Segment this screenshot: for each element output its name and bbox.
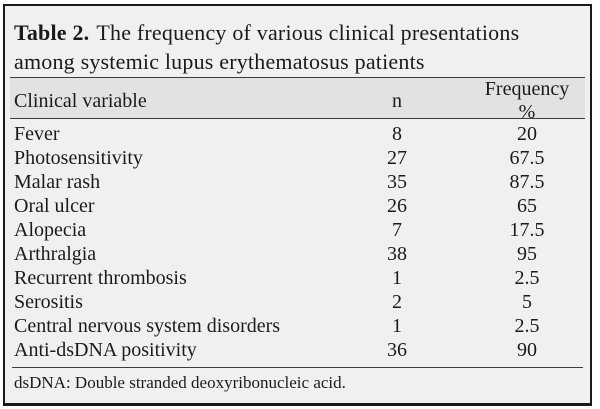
table-title-line2: among systemic lupus erythematosus patie…: [14, 49, 425, 74]
cell-frequency: 20: [517, 122, 537, 145]
cell-n: 27: [387, 146, 407, 169]
cell-n: 35: [387, 170, 407, 193]
table-title-line1: The frequency of various clinical presen…: [96, 20, 520, 45]
table-row: Central nervous system disorders 1 2.5: [10, 314, 585, 338]
cell-n: 38: [387, 242, 407, 265]
table-row: Anti-dsDNA positivity 36 90: [10, 338, 585, 362]
cell-frequency: 90: [517, 338, 537, 361]
table-row: Arthralgia 38 95: [10, 242, 585, 266]
cell-variable: Photosensitivity: [14, 146, 143, 169]
table-row: Fever 8 20: [10, 122, 585, 146]
cell-frequency: 87.5: [509, 170, 545, 193]
cell-frequency: 2.5: [514, 266, 540, 289]
cell-n: 8: [392, 122, 402, 145]
cell-n: 1: [392, 314, 402, 337]
cell-variable: Serositis: [14, 290, 83, 313]
table-row: Alopecia 7 17.5: [10, 218, 585, 242]
column-header-n: n: [392, 89, 402, 112]
cell-variable: Arthralgia: [14, 242, 97, 265]
cell-variable: Fever: [14, 122, 60, 145]
cell-variable: Central nervous system disorders: [14, 314, 281, 337]
table-number-label: Table 2.: [14, 20, 90, 45]
cell-variable: Alopecia: [14, 218, 87, 241]
table-row: Oral ulcer 26 65: [10, 194, 585, 218]
table-row: Serositis 2 5: [10, 290, 585, 314]
table-header-row: Clinical variable n Frequency %: [10, 77, 585, 123]
cell-n: 1: [392, 266, 402, 289]
table-row: Malar rash 35 87.5: [10, 170, 585, 194]
cell-variable: Recurrent thrombosis: [14, 266, 187, 289]
cell-frequency: 2.5: [514, 314, 540, 337]
cell-frequency: 95: [517, 242, 537, 265]
table-title: Table 2. The frequency of various clinica…: [5, 6, 590, 76]
cell-variable: Oral ulcer: [14, 194, 95, 217]
cell-variable: Malar rash: [14, 170, 101, 193]
cell-n: 2: [392, 290, 402, 313]
cell-frequency: 65: [517, 194, 537, 217]
cell-n: 26: [387, 194, 407, 217]
cell-n: 7: [392, 218, 402, 241]
cell-frequency: 67.5: [509, 146, 545, 169]
table-card: Table 2. The frequency of various clinica…: [3, 4, 592, 406]
cell-frequency: 17.5: [509, 218, 545, 241]
column-header-frequency: Frequency %: [484, 78, 570, 123]
footnote: dsDNA: Double stranded deoxyribonucleic …: [14, 373, 346, 392]
cell-n: 36: [387, 338, 407, 361]
cell-frequency: 5: [522, 290, 532, 313]
table-row: Recurrent thrombosis 1 2.5: [10, 266, 585, 290]
cell-variable: Anti-dsDNA positivity: [14, 338, 197, 361]
table-row: Photosensitivity 27 67.5: [10, 146, 585, 170]
table-body: Fever 8 20 Photosensitivity 27 67.5 Mala…: [10, 119, 585, 362]
footnote-divider: [12, 367, 583, 368]
column-header-clinical-variable: Clinical variable: [14, 89, 147, 112]
